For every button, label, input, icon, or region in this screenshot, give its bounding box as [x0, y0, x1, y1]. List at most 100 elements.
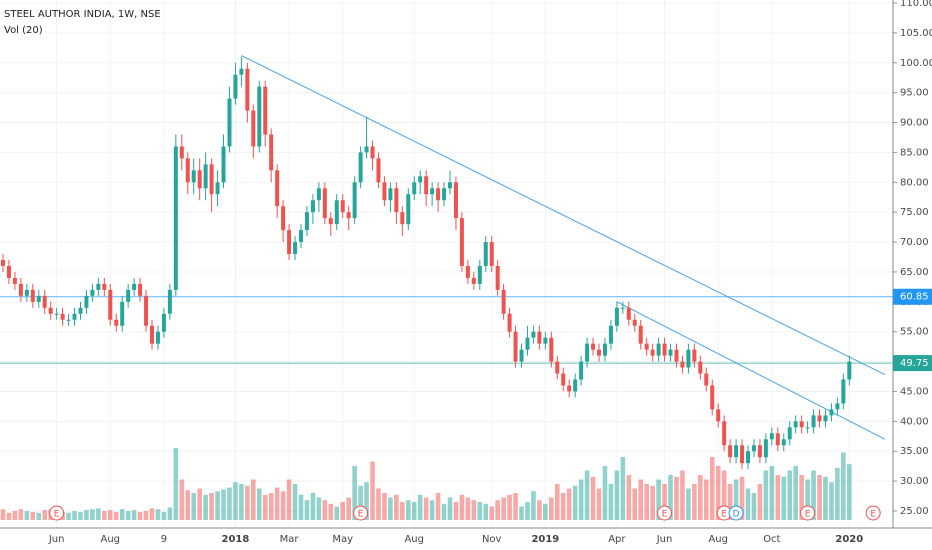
- candle-body: [322, 188, 327, 219]
- candle-body: [412, 182, 417, 195]
- volume-bar: [787, 470, 793, 520]
- volume-bar: [292, 484, 298, 520]
- x-tick-label: Jun: [48, 534, 65, 545]
- candle-body: [185, 158, 190, 183]
- candle-body: [126, 289, 131, 302]
- event-label: E: [54, 510, 60, 520]
- candle-body: [275, 170, 280, 207]
- volume-bar: [90, 509, 95, 520]
- price-label: 60.85: [900, 292, 929, 303]
- candle-body: [364, 146, 369, 153]
- volume-bar: [733, 479, 739, 520]
- x-tick-label: Jun: [656, 534, 673, 545]
- volume-bar: [662, 484, 667, 520]
- trend-line: [616, 301, 886, 440]
- x-tick-label: 9: [161, 534, 167, 545]
- chart-subtitle: Vol (20): [4, 25, 43, 36]
- candle-body: [340, 200, 345, 213]
- candle-body: [90, 289, 95, 296]
- candle-body: [197, 170, 202, 189]
- candle-body: [471, 277, 476, 284]
- volume-bar: [191, 493, 197, 520]
- volume-bar: [584, 470, 590, 520]
- volume-bar: [131, 510, 137, 520]
- candle-body: [48, 307, 53, 314]
- volume-bar: [668, 475, 673, 520]
- event-label: E: [870, 510, 876, 520]
- candle-body: [680, 361, 685, 368]
- candle-body: [155, 331, 160, 344]
- volume-bar: [775, 475, 781, 520]
- volume-bar: [197, 488, 202, 520]
- volume-bar: [137, 511, 143, 520]
- candle-body: [394, 188, 399, 213]
- volume-bar: [644, 484, 649, 520]
- candle-body: [656, 343, 661, 356]
- candle-body: [96, 283, 101, 290]
- candle-body: [459, 218, 464, 266]
- candle-body: [775, 433, 780, 446]
- candle-body: [424, 176, 429, 195]
- volume-bar: [650, 485, 655, 520]
- volume-bar: [471, 500, 477, 520]
- volume-bar: [280, 491, 286, 520]
- volume-bar: [233, 482, 238, 520]
- event-label: E: [662, 510, 668, 520]
- volume-bar: [155, 509, 161, 520]
- y-tick-label: 90.00: [900, 118, 929, 129]
- x-tick-label: 2018: [222, 534, 250, 545]
- candle-body: [78, 307, 83, 314]
- candle-body: [537, 331, 542, 344]
- volume-bar: [388, 497, 393, 520]
- candle-body: [638, 325, 643, 344]
- candle-body: [835, 403, 840, 410]
- x-tick-label: Aug: [708, 534, 728, 545]
- candle-body: [549, 337, 554, 362]
- volume-bar: [6, 512, 12, 520]
- candle-body: [132, 283, 137, 290]
- candle-body: [239, 68, 244, 75]
- candle-body: [84, 295, 89, 308]
- candle-body: [30, 289, 35, 302]
- candle-body: [793, 421, 798, 428]
- candle-body: [781, 439, 786, 446]
- volume-bar: [680, 470, 685, 520]
- candle-body: [334, 200, 339, 225]
- volume-bar: [340, 502, 346, 520]
- candle-body: [573, 379, 578, 392]
- candle-body: [829, 409, 834, 416]
- volume-bar: [560, 493, 566, 520]
- volume-bar: [608, 484, 614, 520]
- candle-body: [686, 349, 691, 368]
- volume-bar: [113, 511, 119, 520]
- volume-bar: [66, 512, 71, 520]
- volume-bar: [483, 503, 489, 520]
- candle-body: [310, 200, 315, 213]
- candle-body: [161, 313, 166, 332]
- candle-body: [704, 373, 709, 386]
- candle-body: [841, 379, 846, 404]
- volume-bar: [578, 479, 584, 520]
- x-tick-label: Aug: [101, 534, 121, 545]
- volume-bar: [727, 484, 733, 520]
- price-label: 49.75: [900, 358, 929, 369]
- volume-bar: [429, 500, 435, 520]
- volume-bar: [78, 511, 83, 520]
- y-tick-label: 30.00: [900, 476, 929, 487]
- candle-body: [614, 307, 619, 326]
- volume-bar: [245, 485, 250, 520]
- volume-bar: [459, 494, 465, 520]
- candle-body: [692, 349, 697, 362]
- volume-bar: [590, 476, 596, 520]
- candle-body: [138, 283, 143, 296]
- candle-body: [281, 206, 286, 231]
- y-tick-label: 35.00: [900, 446, 929, 457]
- volume-bar: [495, 500, 500, 520]
- candle-body: [42, 295, 47, 308]
- candle-body: [209, 164, 214, 195]
- candle-body: [531, 331, 536, 338]
- volume-bar: [537, 500, 542, 520]
- volume-bar: [692, 484, 697, 520]
- volume-bar: [316, 497, 322, 520]
